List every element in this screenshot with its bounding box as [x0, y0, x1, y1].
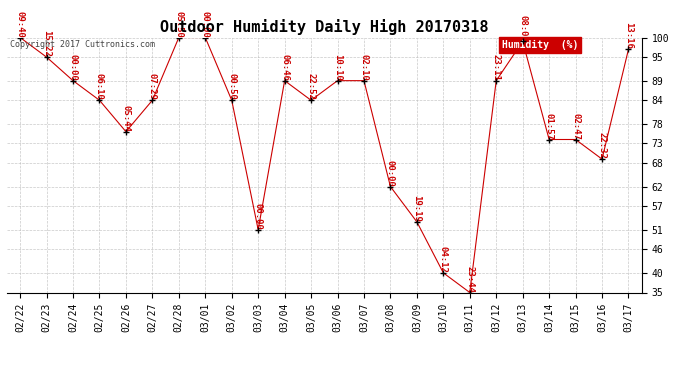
Text: 00:00: 00:00	[254, 203, 263, 230]
Text: 06:46: 06:46	[280, 54, 289, 81]
Text: 05:44: 05:44	[121, 105, 130, 132]
Text: 00:50: 00:50	[227, 74, 236, 100]
Text: 15:22: 15:22	[42, 30, 51, 57]
Text: 06:10: 06:10	[95, 74, 104, 100]
Text: 08:07: 08:07	[518, 15, 527, 41]
Text: 00:00: 00:00	[201, 10, 210, 38]
Text: 02:47: 02:47	[571, 112, 580, 140]
Text: 22:32: 22:32	[598, 132, 607, 159]
Text: 22:52: 22:52	[306, 74, 315, 100]
Text: Humidity  (%): Humidity (%)	[502, 40, 578, 50]
Text: 23:44: 23:44	[465, 266, 474, 292]
Title: Outdoor Humidity Daily High 20170318: Outdoor Humidity Daily High 20170318	[160, 19, 489, 35]
Text: Copyright 2017 Cuttronics.com: Copyright 2017 Cuttronics.com	[10, 40, 155, 49]
Text: 05:50: 05:50	[175, 10, 184, 38]
Text: 02:10: 02:10	[359, 54, 368, 81]
Text: 01:57: 01:57	[544, 112, 553, 140]
Text: 00:00: 00:00	[68, 54, 77, 81]
Text: 00:00: 00:00	[386, 160, 395, 187]
Text: 04:12: 04:12	[439, 246, 448, 273]
Text: 23:11: 23:11	[492, 54, 501, 81]
Text: 13:16: 13:16	[624, 22, 633, 49]
Text: 07:29: 07:29	[148, 74, 157, 100]
Text: 10:10: 10:10	[333, 54, 342, 81]
Text: 09:40: 09:40	[16, 10, 25, 38]
Text: 19:19: 19:19	[413, 195, 422, 222]
